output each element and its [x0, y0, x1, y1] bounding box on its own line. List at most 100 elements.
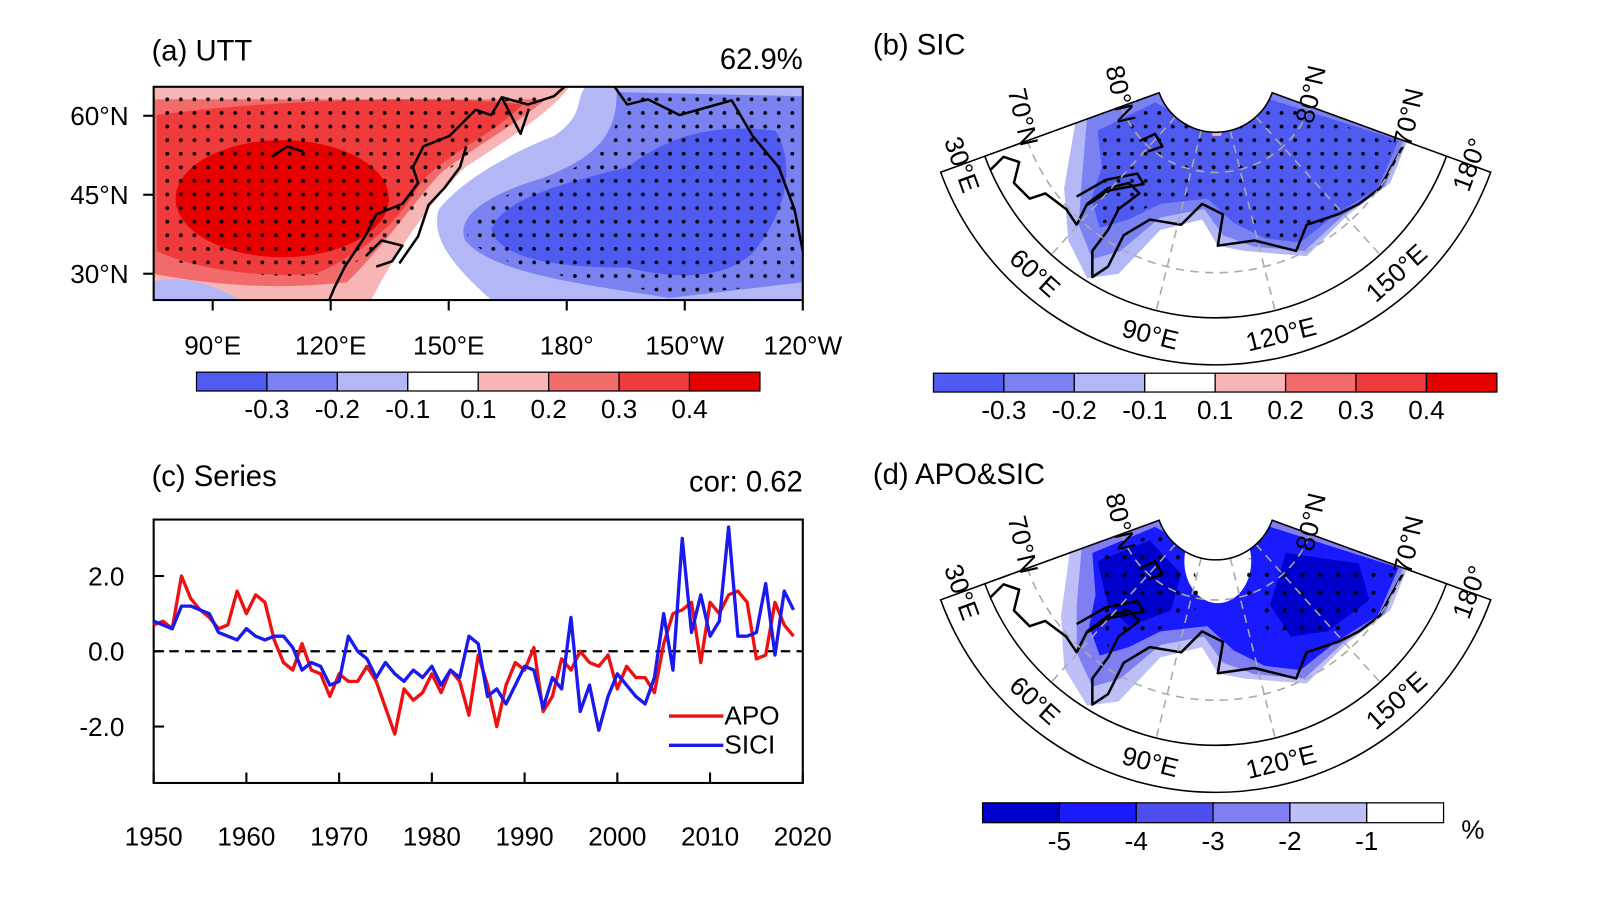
- colorbar-unit: %: [1461, 814, 1484, 844]
- sector-frame: [983, 91, 1448, 319]
- x-tick-label: 120°W: [763, 330, 842, 360]
- lon-line: [1255, 543, 1381, 683]
- lat-circle: [1026, 140, 1405, 274]
- colorbar-label: 0.2: [530, 394, 566, 424]
- series-line: [153, 525, 796, 732]
- x-tick-label: 2020: [774, 822, 832, 852]
- lat-label: 70°N: [1387, 513, 1429, 577]
- colorbar-box: [1135, 802, 1214, 824]
- annotation: 62.9%: [720, 44, 803, 76]
- x-tick-label: 120°E: [295, 330, 366, 360]
- colorbar-label: 0.4: [671, 394, 707, 424]
- lon-line: [1050, 116, 1177, 256]
- colorbar-box: [1058, 802, 1137, 824]
- colorbar-box: [1003, 372, 1075, 393]
- colorbar-box: [1355, 372, 1428, 393]
- x-tick-label: 1970: [310, 822, 368, 852]
- lat-circle: [1120, 533, 1311, 601]
- colorbar-label: 0.1: [1197, 395, 1233, 425]
- panel-title: (d) APO&SIC: [873, 459, 1045, 491]
- panel-title: (a) UTT: [152, 36, 253, 68]
- colorbar-label: -0.3: [244, 394, 289, 424]
- lon-label: 150°E: [1360, 665, 1433, 735]
- x-tick-label: 1990: [496, 822, 554, 852]
- lon-label: 60°E: [1004, 670, 1066, 730]
- panel-title: (b) SIC: [873, 29, 966, 61]
- x-tick-label: 90°E: [184, 330, 241, 360]
- colorbar-label: -0.2: [315, 394, 360, 424]
- colorbar-box: [1073, 372, 1146, 393]
- colorbar-box: [1425, 372, 1498, 393]
- colorbar-box: [336, 371, 409, 392]
- lon-label: 90°E: [1119, 313, 1182, 356]
- colorbar-box: [1212, 802, 1291, 824]
- colorbar-box: [1289, 802, 1368, 824]
- series-line: [153, 574, 795, 736]
- colorbar-label: -2: [1278, 826, 1301, 856]
- colorbar-label: -0.3: [981, 395, 1026, 425]
- lat-label: 70°N: [1002, 513, 1044, 577]
- colorbar-box: [932, 372, 1005, 393]
- sector-frame: [983, 519, 1448, 747]
- map-frame: [152, 85, 804, 302]
- annotation: cor: 0.62: [689, 466, 803, 498]
- colorbar-label: -0.2: [1052, 395, 1097, 425]
- x-tick-label: 150°E: [413, 330, 484, 360]
- y-tick-label: 30°N: [70, 259, 128, 289]
- sector-outer: [939, 582, 1492, 794]
- colorbar-box: [1366, 802, 1445, 824]
- colorbar-box: [1144, 372, 1216, 393]
- lat-circle: [1026, 568, 1405, 702]
- colorbar-label: -5: [1048, 826, 1071, 856]
- sector-outer: [939, 155, 1492, 366]
- lon-line: [1229, 130, 1276, 311]
- lon-label: 60°E: [1004, 243, 1066, 303]
- colorbar-label: 0.3: [1338, 395, 1374, 425]
- colorbar-label: 0.4: [1408, 395, 1444, 425]
- panel-title: (c) Series: [152, 461, 277, 493]
- polar-field: [986, 92, 1412, 279]
- lon-label: 150°E: [1360, 238, 1433, 308]
- lon-line: [1255, 116, 1381, 256]
- lon-label: 90°E: [1119, 740, 1182, 783]
- y-tick-label: -2.0: [79, 712, 124, 742]
- x-tick-label: 2010: [681, 822, 739, 852]
- y-tick-label: 0.0: [88, 637, 124, 667]
- map-field: [153, 86, 803, 301]
- lon-line: [1229, 557, 1276, 739]
- colorbar-label: 0.1: [460, 394, 496, 424]
- lat-label: 70°N: [1387, 85, 1429, 149]
- colorbar-box: [688, 371, 761, 392]
- colorbar-label: -3: [1201, 826, 1224, 856]
- x-tick-label: 2000: [588, 822, 646, 852]
- colorbar-label: -0.1: [1122, 395, 1167, 425]
- legend-label: APO: [724, 700, 779, 730]
- x-tick-label: 150°W: [645, 330, 724, 360]
- lat-label: 70°N: [1002, 85, 1044, 149]
- colorbar-box: [195, 371, 268, 392]
- lon-line: [1155, 130, 1202, 311]
- x-tick-label: 1980: [403, 822, 461, 852]
- colorbar-label: -0.1: [385, 394, 430, 424]
- colorbar-label: -1: [1355, 826, 1378, 856]
- lon-line: [1050, 543, 1177, 683]
- lon-line: [1155, 557, 1202, 739]
- legend-label: SICI: [724, 730, 775, 760]
- colorbar-box: [266, 371, 339, 392]
- colorbar-box: [1214, 372, 1287, 393]
- y-tick-label: 60°N: [70, 101, 128, 131]
- x-tick-label: 1960: [217, 822, 275, 852]
- colorbar-box: [981, 802, 1061, 824]
- y-tick-label: 2.0: [88, 561, 124, 591]
- colorbar-box: [1284, 372, 1357, 393]
- colorbar-box: [407, 371, 479, 392]
- colorbar-label: -4: [1125, 826, 1148, 856]
- colorbar-label: 0.3: [601, 394, 637, 424]
- x-tick-label: 1950: [125, 822, 183, 852]
- colorbar-box: [477, 371, 550, 392]
- colorbar-box: [548, 371, 620, 392]
- colorbar-box: [618, 371, 691, 392]
- y-tick-label: 45°N: [70, 180, 128, 210]
